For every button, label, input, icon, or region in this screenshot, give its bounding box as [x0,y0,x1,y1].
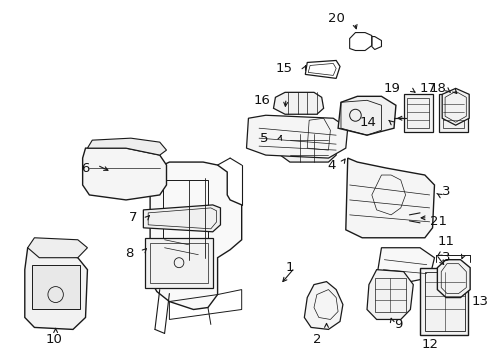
Bar [438,94,468,132]
Polygon shape [143,205,220,232]
Polygon shape [25,248,87,329]
Text: 20: 20 [327,12,344,25]
Text: 15: 15 [275,62,292,75]
Text: 21: 21 [429,215,446,228]
Text: 4: 4 [327,158,335,172]
Polygon shape [28,238,87,258]
Text: 3: 3 [441,185,450,198]
Bar [424,272,465,332]
Text: 19: 19 [383,82,400,95]
Text: 14: 14 [359,116,376,129]
Polygon shape [436,260,469,298]
Bar [439,94,467,132]
Text: 16: 16 [253,94,270,107]
Polygon shape [441,88,468,125]
Bar [150,243,207,283]
Text: 11: 11 [437,235,454,248]
Bar [32,265,80,310]
Text: 10: 10 [45,333,62,346]
Text: 12: 12 [420,338,437,351]
Text: 13: 13 [470,295,487,308]
Polygon shape [345,158,434,238]
Text: 7: 7 [129,211,137,224]
Text: 5: 5 [260,132,268,145]
Text: 9: 9 [393,318,402,331]
Polygon shape [273,92,323,114]
Bar [403,94,432,132]
Polygon shape [246,115,347,158]
Bar [407,98,428,128]
Polygon shape [337,96,395,135]
Polygon shape [304,282,342,329]
Text: 3: 3 [441,251,450,264]
Polygon shape [150,162,241,310]
Polygon shape [87,138,166,155]
Bar [145,238,212,288]
Text: 6: 6 [81,162,89,175]
Polygon shape [280,134,335,162]
Polygon shape [82,148,166,200]
Bar [374,278,405,312]
Polygon shape [376,248,434,285]
Text: 8: 8 [125,247,133,260]
Text: 18: 18 [428,82,445,95]
Text: 2: 2 [312,333,321,346]
Text: 17: 17 [419,82,435,95]
Bar [442,98,464,128]
Polygon shape [366,270,412,319]
Bar [419,268,468,336]
Text: 1: 1 [285,261,293,274]
